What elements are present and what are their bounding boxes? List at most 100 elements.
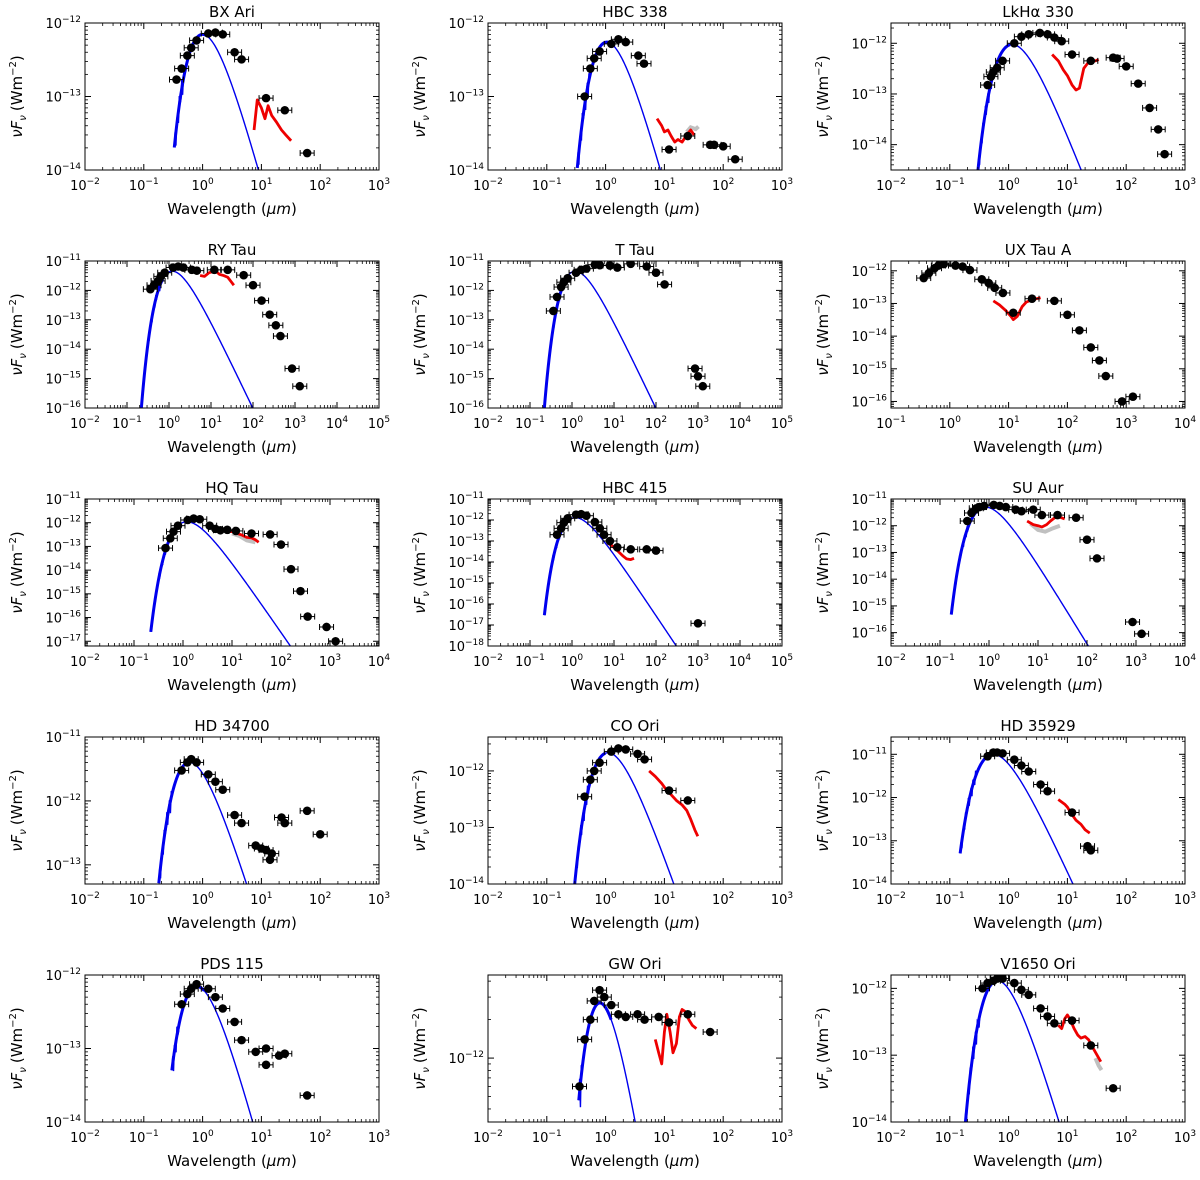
y-tick-label: 10−14 [45, 341, 81, 358]
x-tick-label: 102 [1076, 653, 1098, 670]
photometry-point [618, 745, 634, 754]
photometry-point [623, 261, 639, 269]
y-tick-label: 10−12 [851, 980, 887, 997]
photometry-point [1013, 985, 1029, 995]
ir-spectrum-line [252, 98, 293, 142]
y-tick-label: 10−13 [448, 89, 484, 106]
photometry-point [603, 1000, 619, 1010]
y-tick-label: 10−11 [448, 253, 484, 270]
x-tick-label: 103 [687, 415, 709, 432]
x-tick-label: 10−1 [532, 177, 562, 194]
photosphere-model-edge [958, 752, 993, 854]
photometry-point [1080, 841, 1096, 851]
y-tick-label: 10−15 [851, 598, 887, 615]
x-tick-label: 102 [712, 177, 734, 194]
y-tick-label: 10−13 [851, 295, 887, 312]
x-tick-label: 10−2 [70, 415, 100, 432]
x-tick-label: 101 [1056, 891, 1078, 908]
x-tick-label: 100 [594, 177, 617, 194]
y-tick-label: 10−14 [448, 554, 484, 571]
sed-panel: HQ Tau 10−2 10−1 100 101 102 103 104 10−17 10−16 1… [8, 479, 390, 694]
ir-spectrum-line [199, 269, 235, 287]
photometry-point [639, 262, 655, 271]
y-tick-label: 10−12 [448, 512, 484, 529]
photometry-point [1006, 755, 1022, 764]
photometry-point [1079, 535, 1095, 545]
x-tick-label: 10−2 [70, 891, 100, 908]
ir-spectrum-line [606, 541, 635, 562]
photometry-point [277, 1049, 293, 1058]
y-tick-label: 10−13 [45, 538, 81, 555]
x-tick-label: 10−1 [935, 1129, 965, 1146]
x-tick-label: 10−1 [515, 653, 545, 670]
y-tick-label: 10−13 [851, 544, 887, 561]
photosphere-model-line [543, 270, 657, 408]
axes-frame [487, 974, 783, 1123]
photometry-point [959, 516, 975, 526]
y-axis-label: νFν(Wm−2) [411, 769, 432, 852]
photometry-point [262, 530, 278, 539]
photometry-point [1064, 808, 1080, 817]
y-axis-label: νFν(Wm−2) [411, 531, 432, 614]
x-tick-label: 10−1 [129, 1129, 159, 1146]
x-tick-label: 100 [997, 1129, 1020, 1146]
photometry-point [661, 145, 677, 154]
photometry-point [272, 331, 288, 341]
photometry-point [690, 619, 706, 628]
y-tick-label: 10−16 [851, 393, 887, 410]
photometry-point [1024, 294, 1040, 303]
photometry-point [577, 92, 593, 101]
photometry-point [277, 818, 293, 828]
y-tick-label: 10−14 [45, 162, 81, 179]
photometry-point [183, 43, 199, 53]
photometry-point [258, 1044, 274, 1053]
x-tick-label: 104 [1174, 653, 1197, 670]
photosphere-model-line [173, 33, 260, 170]
y-tick-label: 10−12 [448, 282, 484, 299]
y-tick-label: 10−14 [448, 341, 484, 358]
photometry-point [989, 63, 1005, 72]
y-tick-label: 10−12 [851, 35, 887, 52]
x-axis-label: Wavelength (μm) [167, 1152, 297, 1170]
y-tick-label: 10−13 [45, 89, 81, 106]
photometry-point [1021, 30, 1037, 39]
y-tick-label: 10−16 [851, 625, 887, 642]
panel-title: UX Tau A [1005, 241, 1072, 259]
panel-title: GW Ori [608, 955, 661, 973]
panel-title: HD 35929 [1000, 717, 1075, 735]
x-tick-label: 10−2 [70, 1129, 100, 1146]
photometry-point [1033, 780, 1049, 789]
photometry-point [995, 749, 1011, 758]
axes-frame [487, 22, 783, 171]
y-tick-label: 10−12 [45, 515, 81, 532]
panel-title: HBC 338 [602, 3, 667, 21]
y-tick-label: 10−13 [448, 819, 484, 836]
x-tick-label: 101 [603, 415, 625, 432]
photometry-point [227, 810, 243, 820]
y-tick-label: 10−15 [45, 586, 81, 603]
x-tick-label: 100 [191, 1129, 214, 1146]
photometry-point [582, 64, 598, 73]
axes-frame [890, 974, 1186, 1123]
y-tick-label: 10−16 [448, 596, 484, 613]
photometry-point [1125, 392, 1141, 401]
x-tick-label: 10−1 [129, 177, 159, 194]
photometry-point [277, 105, 293, 115]
photometry-point [1006, 38, 1022, 48]
photometry-point [243, 529, 259, 538]
panel-title: BX Ari [209, 3, 255, 21]
x-axis-label: Wavelength (μm) [167, 676, 297, 694]
x-tick-label: 10−2 [473, 1129, 503, 1146]
y-tick-label: 10−17 [45, 633, 81, 650]
photometry-point [572, 1082, 588, 1091]
photometry-point [157, 268, 173, 277]
photometry-point [981, 278, 997, 288]
photometry-point [578, 511, 594, 521]
y-tick-label: 10−14 [448, 876, 484, 893]
photometry-point [661, 786, 677, 795]
photometry-point [236, 270, 252, 280]
photometry-point [174, 766, 190, 775]
x-tick-label: 101 [1056, 1129, 1078, 1146]
spectrum-uncertainty-line [1029, 522, 1061, 534]
x-tick-label: 103 [771, 1129, 793, 1146]
